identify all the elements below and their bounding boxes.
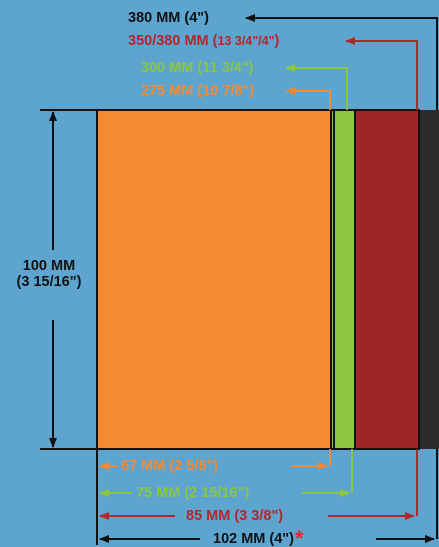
leader-350-380 — [346, 41, 417, 110]
asterisk-icon: * — [295, 526, 304, 547]
label-350-380-small: 13 3/4"/4" — [217, 34, 274, 48]
label-67-mm: 67 MM (2 5/6") — [121, 458, 218, 474]
label-75-mm: 75 MM (2 15/16") — [136, 485, 249, 501]
label-275-mm: 275 MM (10 7/8") — [141, 83, 254, 99]
label-380-mm: 380 MM (4") — [128, 10, 209, 26]
label-300-text: 300 MM (11 3/4") — [141, 60, 253, 76]
label-67-text: 67 MM (2 5/6") — [121, 458, 218, 474]
label-75-text: 75 MM (2 15/16") — [136, 485, 249, 501]
leader-380 — [246, 18, 437, 110]
leader-300 — [286, 68, 347, 110]
label-85-mm: 85 MM (3 3/8") — [186, 508, 283, 524]
label-102-mm: 102 MM (4")* — [213, 531, 304, 547]
label-380-text: 380 MM (4") — [128, 10, 209, 26]
label-350-380-mm: 350/380 MM (13 3/4"/4") — [128, 33, 279, 49]
leader-275 — [286, 91, 330, 110]
strip-275-orange — [97, 110, 331, 449]
label-275-text: 275 MM (10 7/8") — [141, 83, 254, 99]
label-300-mm: 300 MM (11 3/4") — [141, 60, 253, 76]
label-350-380-main: 350/380 MM ( — [128, 33, 217, 49]
height-label-inches: (3 15/16") — [2, 274, 96, 290]
label-85-text: 85 MM (3 3/8") — [186, 508, 283, 524]
label-102-text: 102 MM (4") — [213, 531, 294, 547]
height-label: 100 MM (3 15/16") — [2, 258, 96, 290]
height-label-mm: 100 MM — [2, 258, 96, 274]
label-350-380-end: ) — [275, 33, 280, 49]
